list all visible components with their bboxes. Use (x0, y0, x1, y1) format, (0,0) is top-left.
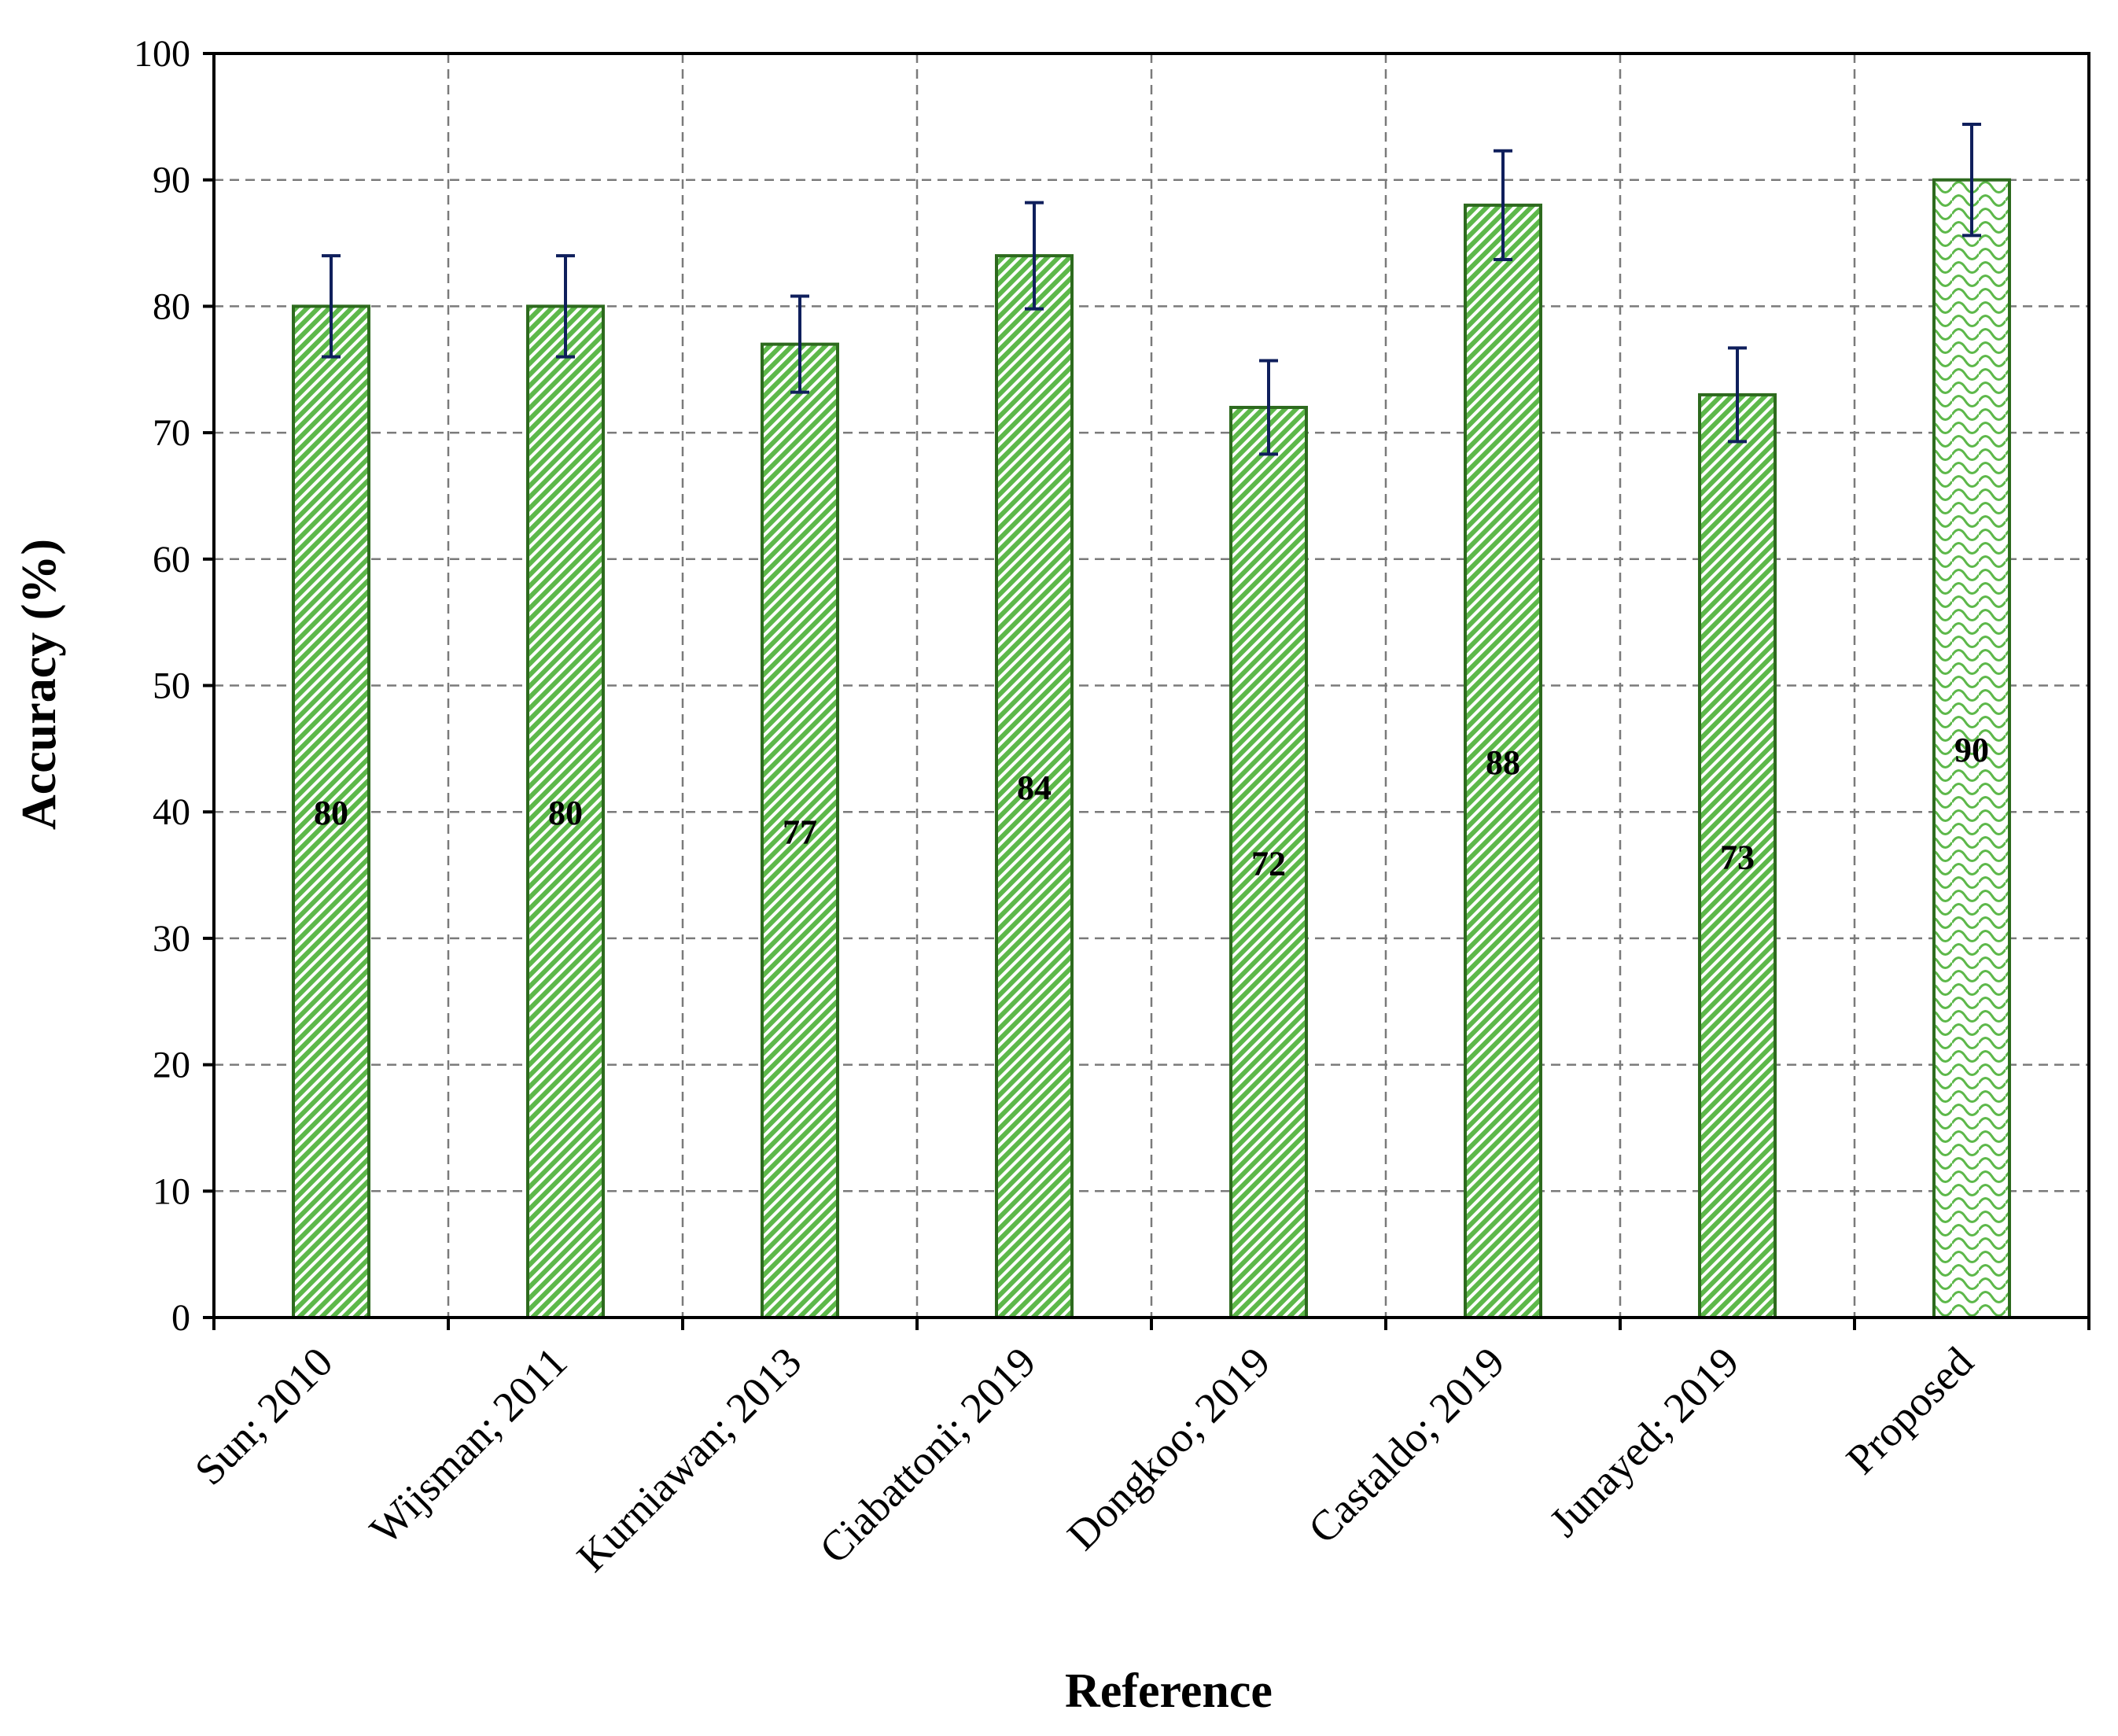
x-tick-label: Junayed; 2019 (1540, 1338, 1748, 1546)
bar (761, 342, 839, 1319)
y-tick-label: 20 (153, 1045, 190, 1086)
bar (1698, 393, 1777, 1319)
y-tick-label: 70 (153, 412, 190, 454)
bar-value-label: 80 (314, 794, 348, 832)
bar-value-label: 90 (1954, 731, 1989, 769)
y-tick-label: 10 (153, 1170, 190, 1212)
y-tick-label: 30 (153, 918, 190, 960)
x-tick-label: Ciabattoni; 2019 (810, 1338, 1044, 1572)
bar-value-label: 88 (1486, 743, 1520, 782)
grid (214, 53, 2089, 1318)
x-tick-label: Castaldo; 2019 (1299, 1338, 1514, 1553)
bar-value-label: 80 (548, 794, 583, 832)
bar-value-label: 72 (1251, 844, 1286, 883)
bar-value-label: 73 (1720, 838, 1755, 876)
bar (1229, 405, 1308, 1320)
y-tick-label: 50 (153, 665, 190, 707)
bar-value-label: 77 (783, 813, 817, 851)
axes (203, 52, 2090, 1330)
x-tick-label: Kurniawan; 2013 (568, 1338, 811, 1581)
x-axis-title: Reference (1065, 1664, 1273, 1718)
y-tick-label: 60 (153, 539, 190, 581)
x-tick-label: Sun; 2010 (186, 1338, 341, 1494)
y-tick-label: 100 (134, 33, 190, 75)
y-axis-title: Accuracy (%) (13, 539, 66, 830)
x-tick-label: Proposed (1837, 1338, 1983, 1484)
bar (1932, 178, 2011, 1320)
x-tick-label: Dongkoo; 2019 (1058, 1338, 1279, 1559)
bars (292, 122, 2011, 1320)
x-tick-label: Wijsman; 2011 (361, 1338, 576, 1554)
y-tick-label: 0 (171, 1297, 190, 1339)
bar-value-label: 84 (1017, 768, 1052, 807)
bar (292, 304, 370, 1319)
bar (1464, 203, 1542, 1320)
y-tick-label: 80 (153, 286, 190, 327)
y-tick-label: 40 (153, 791, 190, 833)
y-tick-label: 90 (153, 160, 190, 201)
